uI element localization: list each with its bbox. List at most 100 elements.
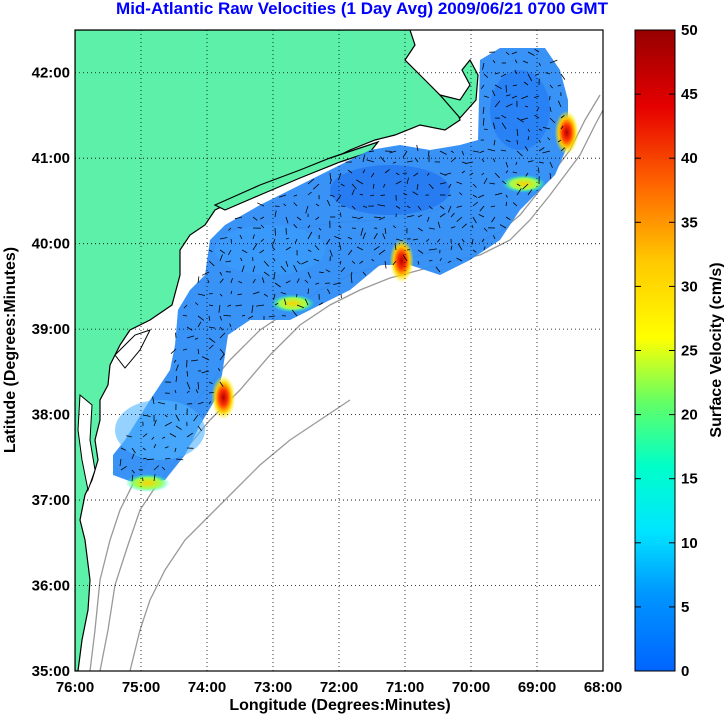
velocity-vector bbox=[219, 315, 222, 321]
velocity-vector bbox=[522, 183, 529, 190]
velocity-vector bbox=[218, 304, 221, 313]
velocity-vector bbox=[412, 238, 419, 241]
velocity-vector bbox=[247, 315, 254, 320]
velocity-vector bbox=[294, 238, 298, 244]
velocity-hotspot bbox=[125, 473, 170, 492]
velocity-vector bbox=[329, 249, 333, 257]
velocity-vector bbox=[230, 277, 233, 284]
velocity-vector bbox=[260, 224, 265, 229]
velocity-vector-layer bbox=[119, 48, 566, 482]
velocity-vector bbox=[483, 227, 488, 232]
lon-tick-label: 68:00 bbox=[584, 679, 622, 696]
velocity-vector bbox=[340, 183, 345, 187]
velocity-vector bbox=[395, 180, 402, 185]
velocity-vector bbox=[447, 205, 452, 213]
velocity-vector bbox=[511, 95, 518, 99]
velocity-vector bbox=[499, 224, 507, 229]
velocity-vector bbox=[428, 150, 430, 156]
velocity-vector bbox=[186, 370, 189, 377]
velocity-vector bbox=[241, 265, 245, 273]
velocity-vector bbox=[538, 62, 541, 67]
velocity-vector bbox=[527, 189, 533, 196]
velocity-vector bbox=[417, 205, 422, 210]
velocity-vector bbox=[272, 246, 276, 251]
velocity-vector bbox=[164, 446, 169, 449]
velocity-vector bbox=[445, 172, 452, 175]
velocity-vector bbox=[208, 381, 213, 385]
velocity-vector bbox=[516, 150, 523, 157]
velocity-vector bbox=[274, 227, 276, 236]
velocity-vector bbox=[237, 227, 243, 229]
velocity-vector bbox=[501, 122, 507, 130]
velocity-vector bbox=[131, 453, 135, 460]
velocity-vector bbox=[359, 193, 364, 196]
lat-tick-label: 36:00 bbox=[32, 578, 70, 595]
velocity-vector bbox=[456, 205, 463, 208]
velocity-vector bbox=[142, 414, 151, 417]
lat-tick-label: 35:00 bbox=[32, 663, 70, 680]
velocity-vector bbox=[549, 161, 553, 168]
lat-tick-label: 42:00 bbox=[32, 65, 70, 82]
velocity-vector bbox=[260, 238, 265, 243]
velocity-vector bbox=[208, 344, 214, 350]
velocity-vector bbox=[283, 203, 287, 207]
velocity-vector bbox=[505, 51, 510, 56]
velocity-vector bbox=[481, 172, 485, 176]
velocity-vector bbox=[557, 139, 562, 143]
velocity-vector bbox=[501, 114, 507, 119]
velocity-vector bbox=[293, 194, 298, 197]
velocity-vector bbox=[450, 245, 453, 251]
velocity-vector bbox=[439, 213, 446, 218]
velocity-vector bbox=[461, 150, 465, 156]
velocity-vector bbox=[230, 290, 233, 295]
velocity-vector bbox=[307, 224, 311, 229]
velocity-vector bbox=[527, 128, 530, 132]
velocity-vector bbox=[524, 146, 529, 152]
velocity-vector bbox=[500, 149, 507, 152]
velocity-vector bbox=[219, 271, 223, 276]
velocity-vector bbox=[428, 248, 437, 251]
velocity-vector bbox=[164, 421, 172, 427]
velocity-vector bbox=[119, 458, 122, 467]
velocity-vector bbox=[219, 348, 225, 355]
velocity-vector bbox=[549, 106, 552, 112]
velocity-vector bbox=[437, 221, 441, 229]
velocity-vector bbox=[208, 293, 213, 295]
long-island bbox=[213, 140, 380, 211]
velocity-vector bbox=[542, 126, 551, 130]
velocity-vector bbox=[471, 224, 474, 229]
velocity-vector bbox=[274, 205, 280, 207]
velocity-vector bbox=[182, 315, 188, 317]
velocity-vector bbox=[560, 73, 566, 80]
velocity-vector bbox=[318, 271, 324, 274]
velocity-vector bbox=[450, 226, 456, 229]
velocity-vector bbox=[472, 249, 477, 253]
velocity-vector bbox=[505, 194, 508, 198]
velocity-vector bbox=[439, 182, 446, 185]
velocity-vector bbox=[439, 150, 447, 155]
velocity-hotspot bbox=[211, 375, 236, 420]
velocity-vector bbox=[291, 309, 298, 317]
velocity-vector bbox=[527, 136, 530, 141]
lon-tick-label: 71:00 bbox=[386, 679, 424, 696]
velocity-vector bbox=[493, 235, 496, 240]
velocity-vector bbox=[325, 238, 331, 245]
velocity-vector bbox=[356, 246, 364, 251]
velocity-vector bbox=[273, 258, 276, 262]
velocity-vector bbox=[307, 271, 312, 279]
velocity-vector bbox=[426, 238, 430, 242]
velocity-vector bbox=[293, 264, 298, 273]
velocity-vector bbox=[256, 304, 265, 307]
velocity-vector bbox=[219, 381, 224, 387]
velocity-vector bbox=[293, 224, 298, 229]
velocity-vector bbox=[252, 243, 258, 251]
velocity-vector bbox=[340, 267, 346, 273]
velocity-vector bbox=[301, 260, 309, 265]
velocity-vector bbox=[183, 304, 188, 309]
velocity-vector bbox=[406, 205, 411, 209]
velocity-vector bbox=[395, 238, 403, 242]
lon-tick-label: 73:00 bbox=[254, 679, 292, 696]
velocity-vector bbox=[333, 282, 342, 285]
velocity-vector bbox=[417, 260, 420, 265]
